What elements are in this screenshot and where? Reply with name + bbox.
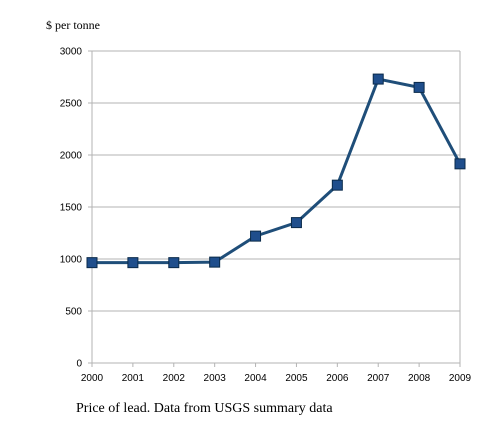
- data-point: [127, 257, 139, 269]
- x-tick-labels: 2000 2001 2002 2003 2004 2005 2006 2007 2008 2009: [81, 373, 472, 384]
- data-point: [86, 257, 98, 269]
- gridlines: [92, 50, 460, 364]
- data-point: [454, 158, 466, 170]
- series-line: [92, 77, 462, 265]
- y-tick-labels: 0 500 1000 1500 2000 2500 3000: [60, 47, 83, 370]
- chart-caption: Price of lead. Data from USGS summary da…: [76, 401, 333, 416]
- x-tick-label: 2001: [122, 373, 145, 384]
- y-tick-label: 3000: [60, 47, 83, 58]
- y-tick-label: 0: [76, 359, 82, 370]
- data-point: [331, 179, 343, 191]
- x-tick-label: 2006: [326, 373, 349, 384]
- x-tick-label: 2005: [285, 373, 308, 384]
- x-tick-label: 2007: [367, 373, 390, 384]
- axes: [88, 50, 461, 367]
- y-tick-label: 2000: [60, 151, 83, 162]
- x-tick-label: 2003: [204, 373, 227, 384]
- data-point: [290, 217, 302, 229]
- y-tick-label: 1500: [60, 203, 83, 214]
- y-tick-label: 2500: [60, 99, 83, 110]
- data-point: [209, 256, 221, 268]
- x-tick-label: 2002: [163, 373, 186, 384]
- data-point: [372, 73, 384, 85]
- x-tick-label: 2009: [449, 373, 472, 384]
- y-axis-label: $ per tonne: [46, 18, 100, 32]
- y-tick-label: 1000: [60, 255, 83, 266]
- series: [86, 73, 466, 269]
- data-point: [250, 230, 262, 242]
- x-tick-label: 2008: [408, 373, 431, 384]
- x-tick-label: 2004: [244, 373, 267, 384]
- y-tick-label: 500: [65, 307, 82, 318]
- data-point: [413, 81, 425, 93]
- data-point: [168, 257, 180, 269]
- x-tick-label: 2000: [81, 373, 104, 384]
